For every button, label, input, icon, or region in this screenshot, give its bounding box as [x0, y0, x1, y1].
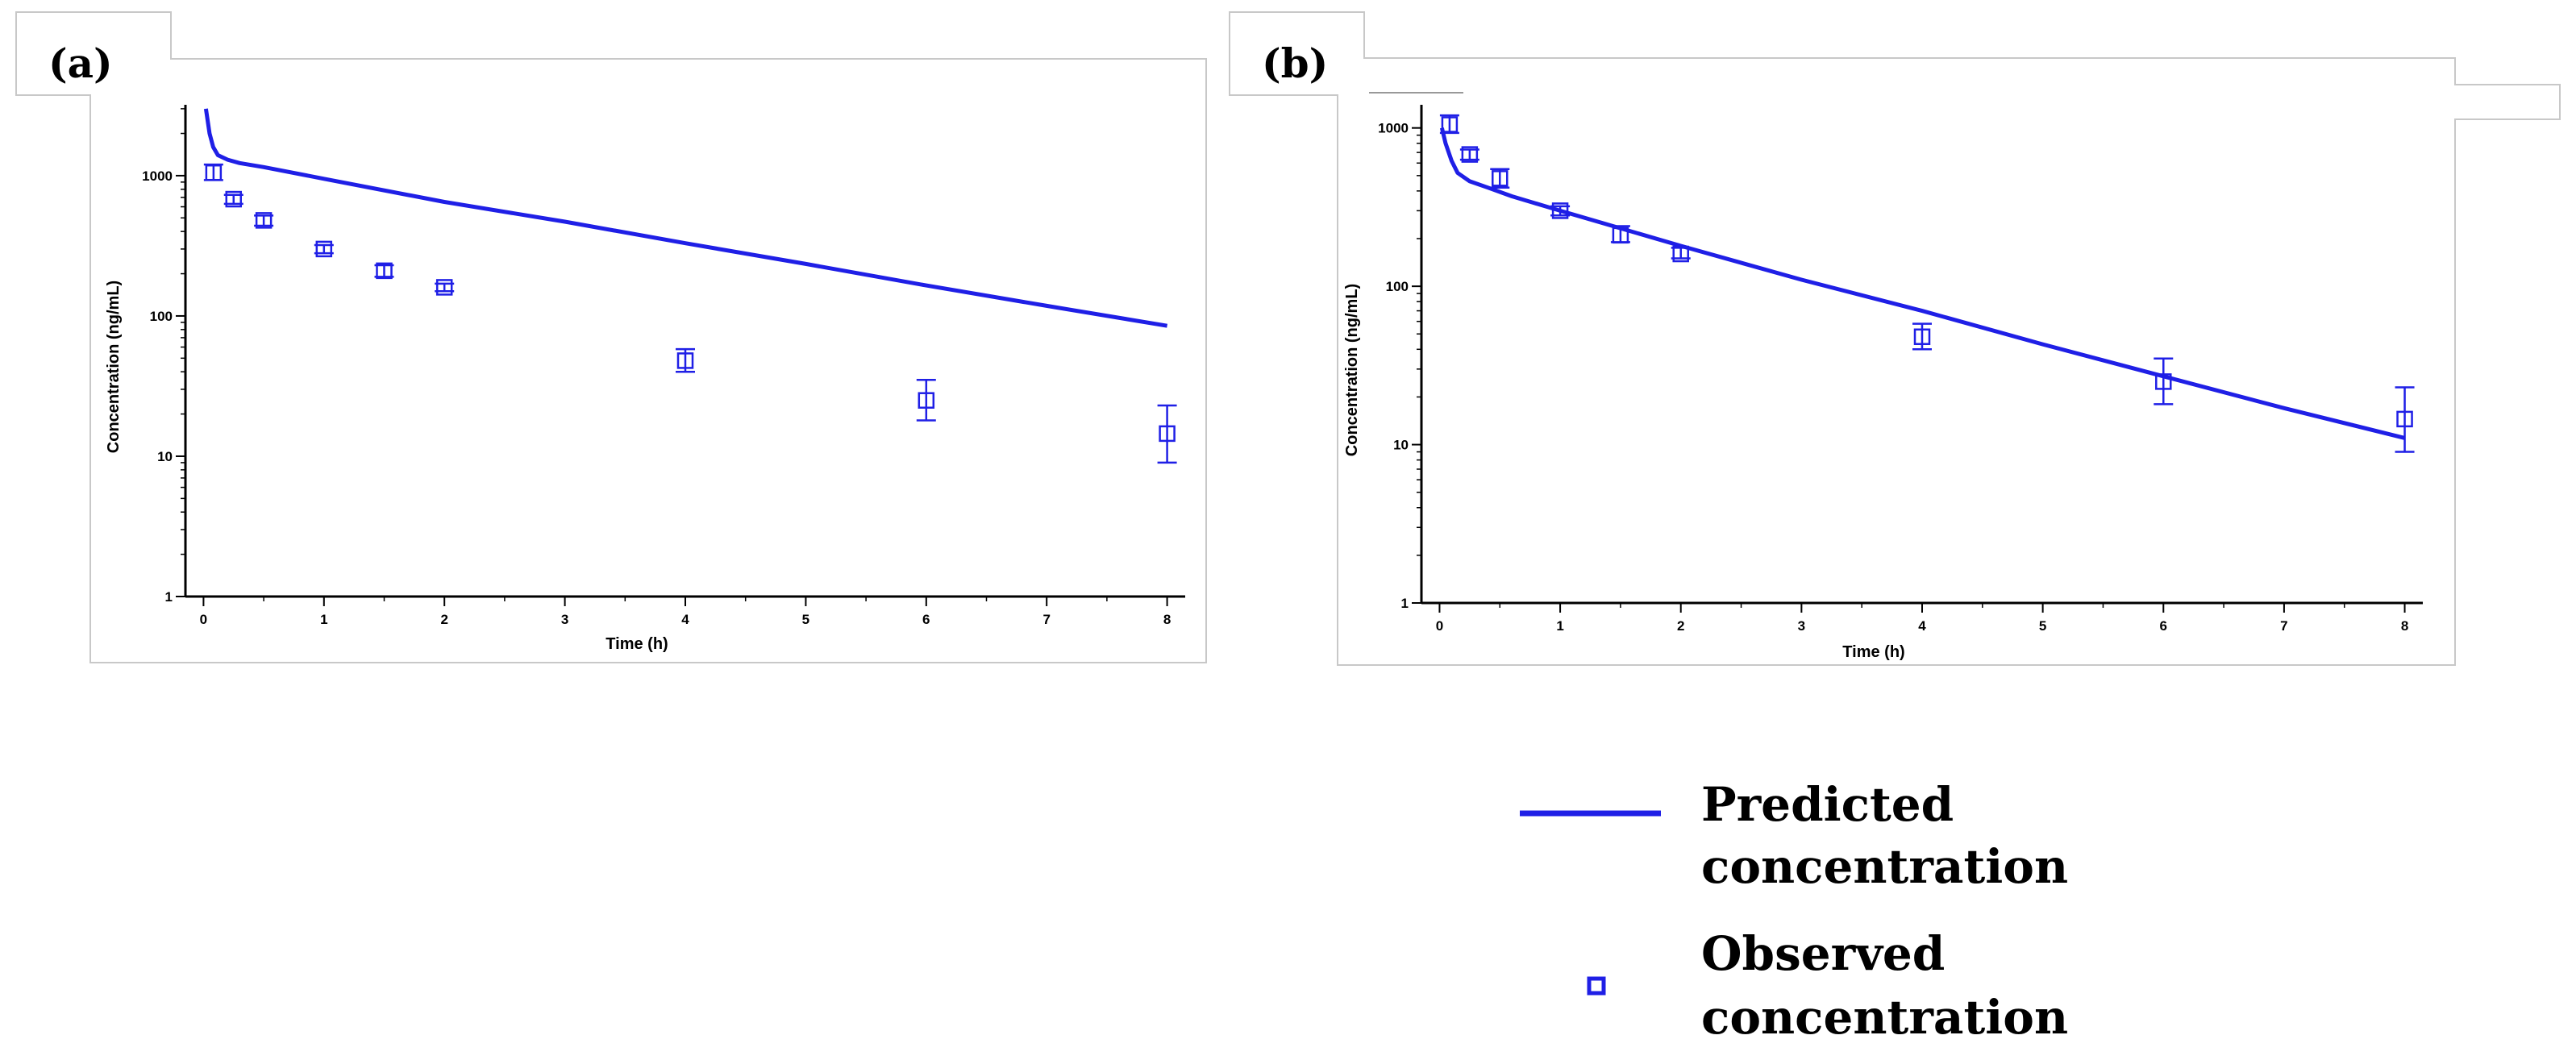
y-tick-label: 1 [165, 589, 173, 605]
panel-a: (a) 1 10 100 1000 0 1 2 3 4 5 6 7 8 Time (h) Concentra… [15, 11, 1207, 663]
observed-point [2155, 373, 2172, 390]
x-axis-title: Time (h) [606, 635, 668, 653]
x-tick-label: 3 [1798, 618, 1805, 634]
x-tick-label: 8 [2401, 618, 2408, 634]
y-tick-label: 100 [150, 309, 173, 324]
x-tick-label: 8 [1163, 612, 1171, 627]
observed-point [376, 262, 393, 280]
observed-point [1672, 245, 1689, 263]
y-axis-title: Concentration (ng/mL) [105, 281, 123, 453]
y-tick-label: 1 [1401, 596, 1409, 611]
x-tick-label: 1 [320, 612, 327, 627]
x-tick-label: 7 [2280, 618, 2287, 634]
x-axis-title: Time (h) [1842, 643, 1904, 661]
plot-b: 1 10 100 1000 0 1 2 3 4 5 6 7 8 Time (h) Concentration… [1343, 105, 2423, 661]
x-tick-label: 5 [802, 612, 809, 627]
observed-point [1551, 202, 1569, 219]
observed-point [676, 352, 694, 369]
observed-point [2396, 410, 2413, 428]
x-tick-label: 4 [681, 612, 689, 627]
observed-point [1441, 116, 1459, 133]
observed-point [205, 164, 223, 181]
x-tick-label: 4 [1918, 618, 1926, 634]
observed-point [255, 212, 273, 229]
x-tick-label: 7 [1042, 612, 1050, 627]
observed-point [1492, 170, 1509, 187]
x-tick-label: 2 [440, 612, 447, 627]
x-tick-label: 6 [922, 612, 930, 627]
observed-point [225, 190, 243, 208]
x-tick-label: 2 [1677, 618, 1684, 634]
panel-b-label: (b) [1262, 39, 1328, 87]
legend-observed-label-line1: Observed [1701, 926, 1945, 981]
y-axis-title: Concentration (ng/mL) [1343, 284, 1361, 456]
x-tick-label: 5 [2039, 618, 2046, 634]
panel-b: (b) 1 10 100 1000 0 1 2 3 4 5 6 7 8 Time (h) Concentra… [1229, 11, 2561, 666]
x-tick-label: 1 [1556, 618, 1563, 634]
x-tick-label: 3 [561, 612, 568, 627]
predicted-line [203, 108, 1168, 328]
legend-observed-label-line2: concentration [1701, 990, 2068, 1045]
observed-point [1913, 328, 1931, 346]
legend: Predicted concentration Observed concent… [1520, 777, 2068, 1045]
observed-point [315, 240, 333, 258]
y-tick-label: 100 [1386, 279, 1409, 294]
observed-point [1461, 146, 1479, 163]
panel-b-frame [1229, 11, 2561, 666]
y-tick-label: 1000 [142, 168, 173, 184]
legend-predicted-label-line1: Predicted [1701, 777, 1954, 832]
observed-point [1159, 425, 1176, 443]
predicted-line [1439, 127, 2406, 440]
legend-predicted-label-line2: concentration [1701, 839, 2068, 894]
panel-a-label: (a) [48, 39, 113, 87]
x-tick-label: 6 [2160, 618, 2167, 634]
x-tick-label: 0 [1436, 618, 1443, 634]
y-tick-label: 10 [1393, 438, 1409, 453]
y-tick-label: 1000 [1378, 121, 1409, 136]
y-tick-label: 10 [157, 449, 173, 464]
observed-point [1612, 227, 1629, 244]
plot-a: 1 10 100 1000 0 1 2 3 4 5 6 7 8 Time (h) Concentration… [105, 105, 1185, 653]
panel-a-frame [15, 11, 1207, 663]
legend-observed-marker [1587, 976, 1606, 996]
x-tick-label: 0 [200, 612, 207, 627]
observed-point [435, 279, 453, 296]
observed-point [918, 392, 935, 409]
